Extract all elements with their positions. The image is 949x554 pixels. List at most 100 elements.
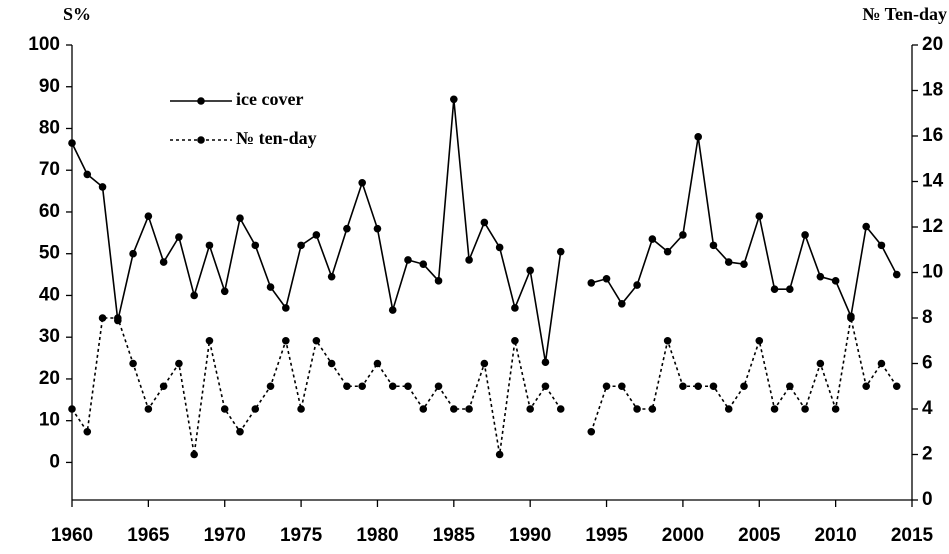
data-point: [663, 336, 672, 345]
data-point: [541, 382, 550, 391]
y2-tick-label: 16: [922, 125, 943, 146]
data-point: [175, 359, 183, 368]
x-tick-label: 2000: [662, 525, 704, 546]
data-point: [220, 405, 229, 413]
legend-label: № ten-day: [236, 128, 317, 148]
data-point: [770, 285, 779, 293]
data-point: [358, 178, 366, 187]
legend-marker: [197, 97, 205, 105]
data-point: [251, 405, 260, 413]
x-tick-label: 1965: [127, 525, 170, 546]
y-tick-label: 10: [39, 410, 60, 431]
data-point: [755, 336, 764, 345]
data-point: [419, 260, 428, 268]
data-point: [205, 336, 214, 345]
data-point: [801, 231, 809, 239]
data-point: [465, 256, 473, 264]
y2-tick-label: 10: [922, 262, 943, 283]
data-point: [511, 304, 519, 312]
y-tick-label: 20: [39, 368, 60, 389]
x-tick-label: 2005: [738, 525, 781, 546]
y2-tick-label: 18: [922, 80, 943, 101]
data-point: [190, 291, 198, 300]
data-point: [159, 258, 168, 266]
data-point: [236, 214, 244, 223]
x-tick-label: 1980: [356, 525, 398, 546]
data-point: [633, 281, 641, 289]
data-point: [297, 405, 305, 413]
y-tick-label: 90: [39, 76, 60, 97]
data-point: [511, 336, 519, 345]
data-point: [205, 241, 214, 250]
y2-tick-label: 6: [922, 353, 933, 374]
data-point: [602, 274, 611, 283]
data-point: [679, 231, 687, 239]
data-point: [312, 336, 321, 345]
data-point: [786, 382, 794, 391]
data-point: [862, 222, 870, 231]
data-point: [556, 247, 565, 256]
y2-tick-label: 4: [922, 398, 933, 419]
data-point: [786, 285, 794, 293]
data-point: [816, 359, 825, 368]
data-point: [358, 382, 366, 391]
data-point: [266, 283, 275, 291]
data-point: [801, 405, 809, 413]
data-point: [892, 382, 901, 391]
data-point: [98, 183, 107, 191]
data-point: [694, 133, 702, 141]
data-point: [159, 382, 168, 391]
data-point: [144, 212, 153, 220]
data-point: [724, 405, 733, 413]
data-point: [251, 241, 260, 250]
data-point: [648, 405, 657, 413]
data-point: [862, 382, 870, 391]
data-point: [694, 382, 702, 391]
y-tick-label: 100: [28, 34, 60, 55]
y-tick-label: 30: [39, 326, 60, 347]
data-point: [450, 95, 458, 104]
x-tick-label: 2015: [891, 525, 934, 546]
data-point: [68, 405, 76, 413]
data-point: [83, 170, 92, 179]
data-point: [327, 272, 336, 281]
y-tick-label: 60: [39, 201, 60, 222]
data-point: [877, 359, 886, 368]
data-point: [388, 382, 397, 391]
data-point: [663, 247, 672, 256]
data-point: [373, 359, 382, 368]
data-point: [327, 359, 336, 368]
data-point: [465, 405, 473, 413]
data-point: [602, 382, 611, 391]
data-point: [282, 304, 290, 312]
data-point: [282, 336, 290, 345]
data-point: [68, 139, 76, 147]
data-point: [129, 249, 137, 258]
data-point: [83, 427, 92, 436]
data-point: [343, 382, 351, 391]
data-point: [175, 233, 183, 241]
data-point: [816, 272, 825, 281]
y2-tick-label: 0: [922, 489, 933, 510]
y-tick-label: 0: [49, 451, 60, 472]
data-point: [618, 382, 626, 391]
data-point: [526, 266, 534, 275]
y-tick-label: 80: [39, 118, 60, 139]
data-point: [434, 382, 443, 391]
data-point: [220, 287, 229, 296]
x-tick-label: 1970: [204, 525, 246, 546]
series-line: [71, 99, 898, 363]
data-point: [755, 212, 764, 220]
data-point: [740, 260, 748, 268]
data-point: [541, 358, 550, 367]
data-point: [404, 256, 412, 264]
data-point: [587, 279, 596, 287]
y2-tick-label: 12: [922, 216, 943, 237]
y-tick-label: 50: [39, 243, 60, 264]
data-point: [404, 382, 412, 391]
data-point: [633, 405, 641, 413]
data-point: [312, 231, 321, 239]
data-point: [495, 450, 504, 459]
data-point: [847, 314, 855, 322]
y2-tick-label: 20: [922, 34, 943, 55]
